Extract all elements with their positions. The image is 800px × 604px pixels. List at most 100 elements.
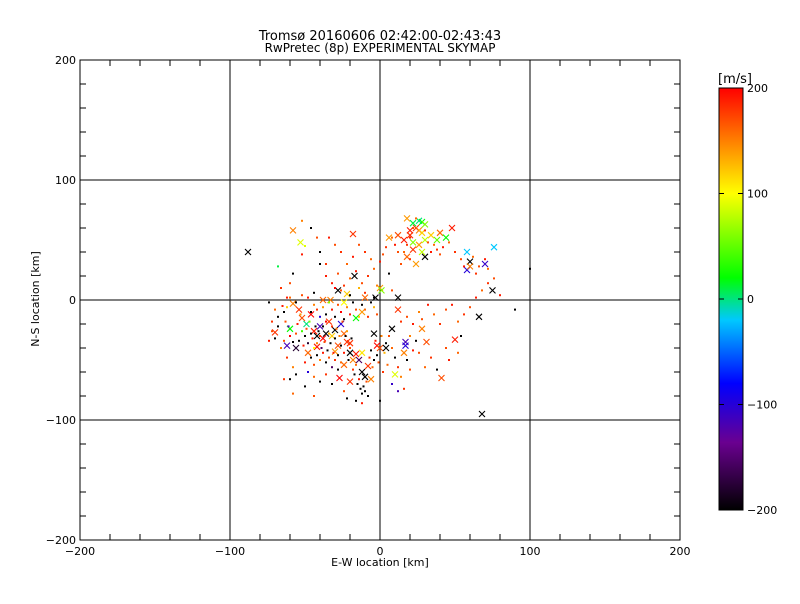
data-point-dot xyxy=(301,253,303,256)
data-point-x-marker xyxy=(409,246,417,253)
data-point-dot xyxy=(361,282,363,285)
data-point-dot xyxy=(296,323,299,325)
data-points xyxy=(244,215,531,418)
data-point-dot xyxy=(349,294,351,297)
data-point-x-marker xyxy=(400,349,408,357)
data-point-dot xyxy=(305,327,308,330)
data-point-dot xyxy=(322,325,324,328)
data-point-dot xyxy=(421,318,423,321)
data-point-dot xyxy=(424,366,426,369)
data-point-x-marker xyxy=(322,330,330,337)
data-point-dot xyxy=(289,335,291,337)
data-point-dot xyxy=(343,351,345,354)
data-point-dot xyxy=(344,335,347,337)
data-point-dot xyxy=(343,284,345,287)
data-point-dot xyxy=(328,236,330,239)
data-point-x-marker xyxy=(307,311,315,318)
data-point-x-marker xyxy=(448,224,456,232)
data-point-x-marker xyxy=(349,230,357,238)
chart-subtitle: RwPretec (8p) EXPERIMENTAL SKYMAP xyxy=(265,41,496,55)
data-point-dot xyxy=(271,320,273,323)
data-point-x-marker xyxy=(292,344,300,352)
data-point-x-marker xyxy=(364,362,372,370)
data-point-dot xyxy=(406,243,408,246)
data-point-x-marker xyxy=(313,332,321,340)
data-point-dot xyxy=(308,320,311,323)
data-point-dot xyxy=(400,263,402,265)
colorbar-tick-label: −100 xyxy=(747,399,777,412)
data-point-dot xyxy=(499,294,501,297)
data-point-dot xyxy=(463,313,465,316)
data-point-dot xyxy=(325,373,327,376)
data-point-dot xyxy=(370,258,372,261)
data-point-dot xyxy=(433,313,435,316)
data-point-dot xyxy=(430,356,432,359)
data-point-dot xyxy=(317,330,320,333)
data-point-dot xyxy=(457,320,459,323)
data-point-x-marker xyxy=(340,299,348,306)
data-point-x-marker xyxy=(385,234,393,241)
data-point-dot xyxy=(335,327,338,330)
data-point-x-marker xyxy=(394,231,402,239)
data-point-dot xyxy=(358,243,360,246)
data-point-x-marker xyxy=(418,325,426,333)
data-point-dot xyxy=(400,320,402,323)
data-point-dot xyxy=(284,320,287,323)
data-point-dot xyxy=(313,395,315,397)
data-point-dot xyxy=(304,245,306,247)
colorbar-tick-label: 200 xyxy=(747,82,768,95)
data-point-dot xyxy=(397,390,399,393)
data-point-dot xyxy=(325,320,327,323)
data-point-dot xyxy=(325,275,327,277)
data-point-dot xyxy=(361,402,363,405)
data-point-dot xyxy=(367,315,369,318)
data-point-dot xyxy=(283,378,285,381)
data-point-dot xyxy=(337,272,339,275)
data-point-dot xyxy=(331,366,333,369)
data-point-dot xyxy=(487,282,489,285)
data-point-dot xyxy=(329,342,332,345)
data-point-dot xyxy=(430,251,432,253)
data-point-dot xyxy=(316,342,318,345)
data-point-dot xyxy=(373,359,375,361)
data-point-dot xyxy=(365,380,368,383)
data-point-x-marker xyxy=(409,219,417,227)
data-point-dot xyxy=(364,308,366,311)
data-point-dot xyxy=(340,344,342,347)
data-point-x-marker xyxy=(423,338,430,346)
data-point-dot xyxy=(409,258,411,261)
data-point-dot xyxy=(469,306,471,309)
data-point-dot xyxy=(313,363,315,366)
data-point-x-marker xyxy=(421,253,429,261)
data-point-x-marker xyxy=(351,272,358,280)
data-point-dot xyxy=(412,227,414,229)
data-point-dot xyxy=(361,392,363,395)
data-point-dot xyxy=(340,361,342,364)
data-point-dot xyxy=(385,246,387,249)
x-tick-label: −100 xyxy=(215,545,245,558)
data-point-dot xyxy=(331,383,333,385)
data-point-dot xyxy=(307,296,309,299)
data-point-dot xyxy=(349,277,351,280)
data-point-x-marker xyxy=(325,318,333,325)
data-point-x-marker xyxy=(412,260,420,268)
data-point-x-marker xyxy=(489,287,496,294)
data-point-dot xyxy=(334,287,336,289)
y-axis-label: N-S location [km] xyxy=(29,251,42,347)
data-point-dot xyxy=(334,337,336,340)
data-point-dot xyxy=(289,296,291,299)
data-point-dot xyxy=(373,267,375,270)
data-point-dot xyxy=(391,347,393,349)
colorbar-unit-label: [m/s] xyxy=(718,72,752,87)
data-point-dot xyxy=(314,325,317,328)
data-point-dot xyxy=(379,399,381,402)
data-point-dot xyxy=(346,397,348,400)
x-tick-label: 100 xyxy=(520,545,541,558)
x-axis-label: E-W location [km] xyxy=(331,556,429,569)
chart-title: Tromsø 20160606 02:42:00-02:43:43 xyxy=(258,29,501,44)
data-point-dot xyxy=(337,368,339,371)
colorbar-tick-label: 100 xyxy=(747,188,768,201)
data-point-dot xyxy=(277,325,279,328)
data-point-dot xyxy=(298,339,300,342)
data-point-dot xyxy=(353,373,356,376)
